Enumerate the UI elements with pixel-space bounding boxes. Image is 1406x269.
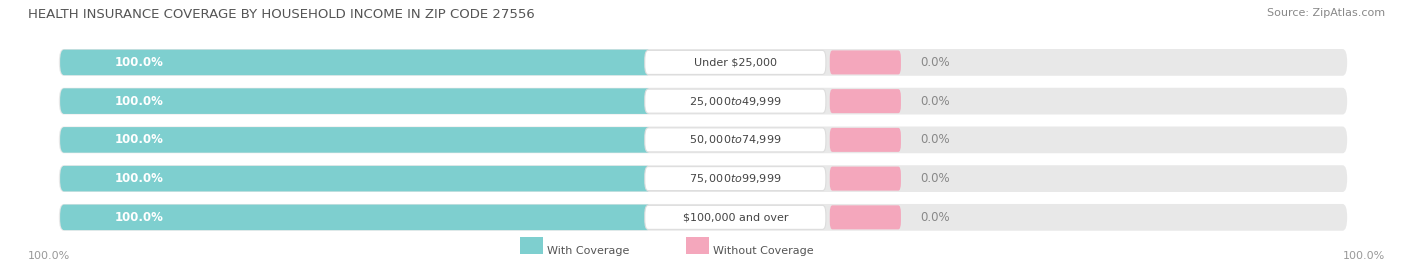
FancyBboxPatch shape [645, 50, 825, 75]
Text: Source: ZipAtlas.com: Source: ZipAtlas.com [1267, 8, 1385, 18]
Text: 0.0%: 0.0% [921, 172, 950, 185]
Text: 100.0%: 100.0% [114, 211, 163, 224]
FancyBboxPatch shape [59, 88, 1347, 115]
FancyBboxPatch shape [830, 167, 901, 191]
Text: 0.0%: 0.0% [921, 95, 950, 108]
Text: 100.0%: 100.0% [28, 251, 70, 261]
Text: HEALTH INSURANCE COVERAGE BY HOUSEHOLD INCOME IN ZIP CODE 27556: HEALTH INSURANCE COVERAGE BY HOUSEHOLD I… [28, 8, 534, 21]
FancyBboxPatch shape [60, 49, 651, 75]
Text: 100.0%: 100.0% [114, 172, 163, 185]
FancyBboxPatch shape [830, 50, 901, 75]
Text: 0.0%: 0.0% [921, 211, 950, 224]
FancyBboxPatch shape [60, 204, 651, 230]
FancyBboxPatch shape [645, 205, 825, 229]
FancyBboxPatch shape [830, 128, 901, 152]
FancyBboxPatch shape [60, 166, 651, 192]
FancyBboxPatch shape [59, 126, 1347, 153]
Text: 100.0%: 100.0% [114, 133, 163, 146]
FancyBboxPatch shape [645, 167, 825, 191]
Text: $50,000 to $74,999: $50,000 to $74,999 [689, 133, 782, 146]
FancyBboxPatch shape [59, 204, 1347, 231]
Text: $75,000 to $99,999: $75,000 to $99,999 [689, 172, 782, 185]
FancyBboxPatch shape [60, 88, 651, 114]
Text: 0.0%: 0.0% [921, 133, 950, 146]
FancyBboxPatch shape [59, 165, 1347, 192]
FancyBboxPatch shape [60, 127, 651, 153]
Text: $100,000 and over: $100,000 and over [682, 212, 789, 222]
Text: 100.0%: 100.0% [1343, 251, 1385, 261]
Text: Under $25,000: Under $25,000 [693, 57, 778, 68]
FancyBboxPatch shape [59, 49, 1347, 76]
Text: 100.0%: 100.0% [114, 56, 163, 69]
Text: 100.0%: 100.0% [114, 95, 163, 108]
Text: 0.0%: 0.0% [921, 56, 950, 69]
FancyBboxPatch shape [645, 89, 825, 113]
FancyBboxPatch shape [645, 128, 825, 152]
FancyBboxPatch shape [830, 89, 901, 113]
Text: With Coverage: With Coverage [547, 246, 630, 256]
FancyBboxPatch shape [830, 205, 901, 229]
Text: $25,000 to $49,999: $25,000 to $49,999 [689, 95, 782, 108]
Text: Without Coverage: Without Coverage [713, 246, 814, 256]
